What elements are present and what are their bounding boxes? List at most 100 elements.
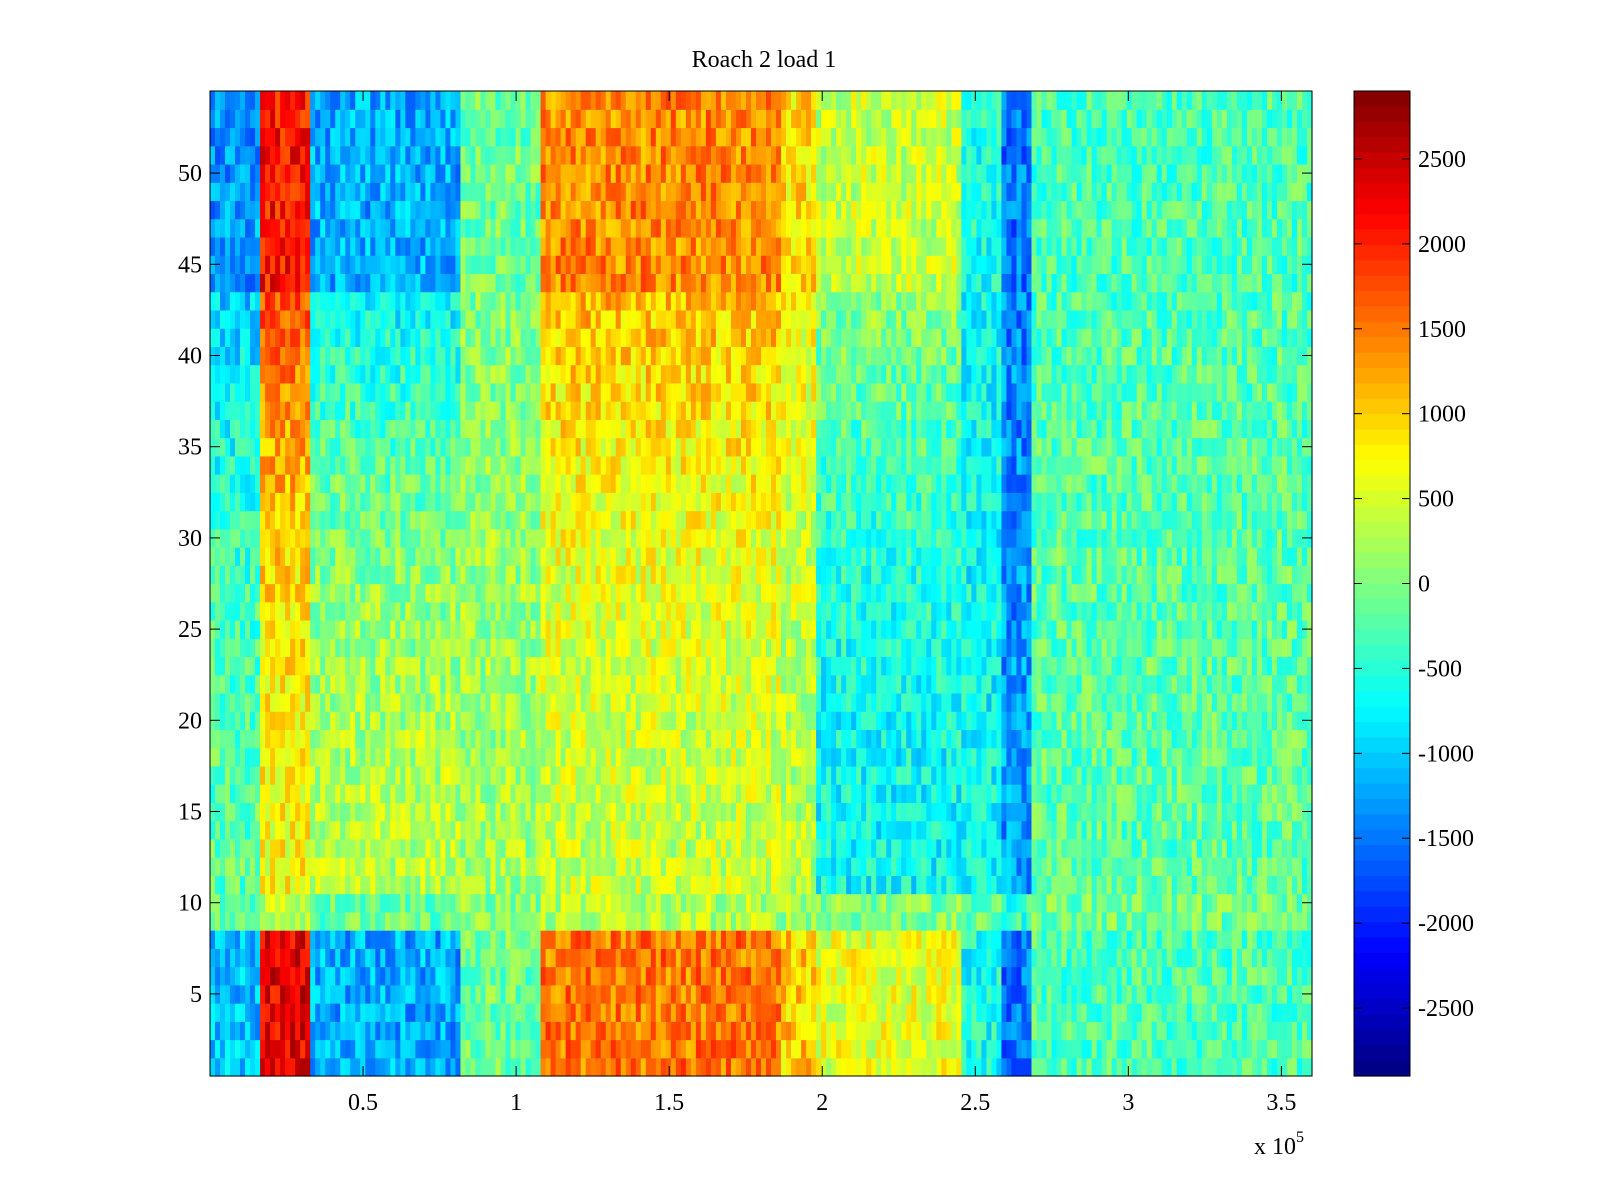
- heatmap-cell: [871, 930, 877, 949]
- heatmap-cell: [620, 674, 627, 694]
- heatmap-cell: [685, 747, 692, 767]
- heatmap-cell: [355, 930, 361, 949]
- heatmap-cell: [1026, 857, 1033, 876]
- heatmap-cell: [761, 656, 767, 676]
- heatmap-cell: [836, 875, 842, 895]
- heatmap-cell: [285, 911, 291, 931]
- heatmap-cell: [665, 948, 672, 968]
- heatmap-cell: [1171, 692, 1178, 712]
- heatmap-cell: [430, 820, 437, 840]
- heatmap-cell: [225, 711, 231, 731]
- heatmap-cell: [710, 838, 717, 858]
- heatmap-cell: [856, 656, 862, 676]
- heatmap-cell: [991, 930, 998, 949]
- heatmap-cell: [270, 984, 276, 1004]
- heatmap-cell: [295, 875, 301, 895]
- heatmap-cell: [1176, 711, 1183, 731]
- heatmap-cell: [315, 784, 321, 803]
- heatmap-cell: [1076, 1039, 1083, 1059]
- heatmap-cell: [295, 984, 301, 1004]
- heatmap-cell: [540, 747, 547, 767]
- heatmap-cell: [235, 692, 241, 712]
- heatmap-cell: [1251, 1003, 1258, 1022]
- heatmap-cell: [771, 857, 777, 876]
- heatmap-cell: [500, 820, 507, 840]
- heatmap-cell: [841, 893, 847, 913]
- heatmap-cell: [605, 656, 612, 676]
- heatmap-cell: [275, 729, 281, 749]
- heatmap-cell: [1006, 729, 1013, 749]
- heatmap-cell: [1131, 820, 1138, 840]
- heatmap-cell: [385, 1021, 391, 1041]
- heatmap-cell: [871, 857, 877, 876]
- heatmap-cell: [1041, 802, 1048, 822]
- heatmap-cell: [340, 857, 346, 876]
- heatmap-cell: [325, 911, 331, 931]
- heatmap-cell: [405, 984, 411, 1004]
- heatmap-cell: [490, 1039, 497, 1059]
- heatmap-cell: [315, 875, 321, 895]
- heatmap-cell: [781, 911, 787, 931]
- heatmap-cell: [796, 893, 802, 913]
- heatmap-cell: [250, 729, 256, 749]
- heatmap-cell: [1306, 674, 1313, 694]
- heatmap-cell: [630, 747, 637, 767]
- heatmap-cell: [220, 1021, 226, 1041]
- heatmap-cell: [1281, 1021, 1288, 1041]
- heatmap-cell: [1021, 747, 1028, 767]
- heatmap-cell: [295, 692, 301, 712]
- heatmap-cell: [235, 656, 241, 676]
- heatmap-cell: [525, 729, 532, 749]
- heatmap-cell: [735, 747, 742, 767]
- heatmap-cell: [375, 948, 381, 968]
- heatmap-cell: [220, 893, 226, 913]
- heatmap-cell: [580, 820, 587, 840]
- heatmap-cell: [806, 838, 812, 858]
- heatmap-cell: [1211, 784, 1218, 803]
- heatmap-cell: [1021, 1003, 1028, 1022]
- heatmap-cell: [781, 1021, 787, 1041]
- heatmap-cell: [725, 966, 732, 986]
- heatmap-cell: [335, 729, 341, 749]
- heatmap-cell: [605, 784, 612, 803]
- heatmap-cell: [831, 784, 837, 803]
- heatmap-cell: [530, 674, 537, 694]
- heatmap-cell: [1141, 857, 1148, 876]
- heatmap-cell: [275, 838, 281, 858]
- heatmap-cell: [916, 1057, 922, 1077]
- heatmap-cell: [660, 857, 667, 876]
- heatmap-cell: [260, 820, 266, 840]
- heatmap-cell: [685, 1003, 692, 1022]
- heatmap-cell: [710, 692, 717, 712]
- heatmap-cell: [305, 692, 311, 712]
- heatmap-cell: [460, 765, 467, 785]
- heatmap-cell: [555, 711, 562, 731]
- heatmap-cell: [811, 893, 817, 913]
- heatmap-cell: [1281, 820, 1288, 840]
- heatmap-cell: [1141, 1039, 1148, 1059]
- heatmap-cell: [695, 692, 702, 712]
- heatmap-cell: [245, 656, 251, 676]
- heatmap-cell: [385, 857, 391, 876]
- heatmap-cell: [896, 966, 902, 986]
- heatmap-cell: [786, 711, 792, 731]
- heatmap-cell: [275, 893, 281, 913]
- heatmap-cell: [600, 966, 607, 986]
- heatmap-cell: [1291, 1039, 1298, 1059]
- heatmap-cell: [285, 820, 291, 840]
- heatmap-cell: [1001, 1057, 1008, 1077]
- heatmap-cell: [956, 875, 962, 895]
- heatmap-cell: [530, 1039, 537, 1059]
- heatmap-cell: [390, 656, 396, 676]
- heatmap-cell: [625, 1003, 632, 1022]
- heatmap-cell: [1086, 674, 1093, 694]
- heatmap-cell: [510, 1057, 517, 1077]
- heatmap-cell: [655, 875, 662, 895]
- heatmap-cell: [630, 1021, 637, 1041]
- heatmap-cell: [260, 838, 266, 858]
- heatmap-cell: [786, 1057, 792, 1077]
- heatmap-cell: [1061, 857, 1068, 876]
- heatmap-cell: [1196, 911, 1203, 931]
- heatmap-cell: [680, 711, 687, 731]
- heatmap-cell: [395, 820, 401, 840]
